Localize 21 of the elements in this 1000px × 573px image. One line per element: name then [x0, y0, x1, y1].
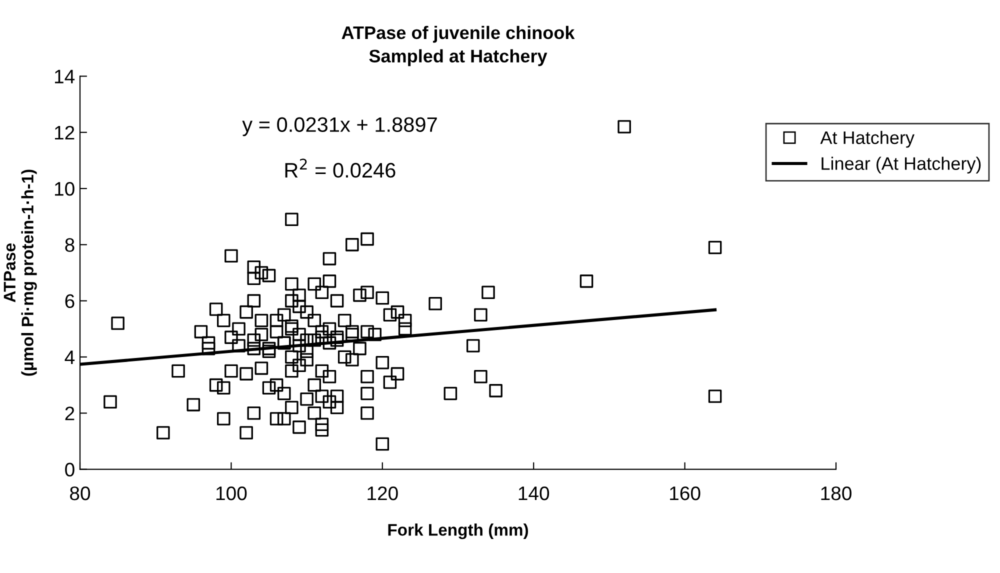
legend-label: At Hatchery: [820, 130, 914, 148]
chart-title: ATPase of juvenile chinook Sampled at Hatchery: [342, 26, 575, 66]
y-tick-label: 6: [65, 294, 74, 308]
y-tick-label: 10: [54, 182, 74, 196]
y-tick-label: 12: [54, 126, 74, 140]
y-tick-label: 4: [64, 350, 75, 364]
y-tick-label: 2: [65, 406, 74, 420]
x-axis-title: Fork Length (mm): [388, 524, 528, 540]
x-tick-label: 120: [368, 486, 398, 500]
x-tick-label: 80: [70, 486, 90, 500]
x-tick-label: 160: [670, 486, 700, 500]
y-tick-label: 14: [54, 70, 75, 84]
legend-label: Linear (At Hatchery): [822, 156, 981, 174]
y-tick-label: 0: [65, 462, 74, 477]
x-tick-label: 180: [821, 486, 852, 500]
x-tick-label: 100: [216, 486, 247, 500]
y-tick-label: 8: [65, 238, 74, 252]
y-axis-title: ATPase (µmol Pi·mg protein-1·h-1): [4, 170, 37, 376]
x-tick-label: 140: [518, 486, 550, 500]
annotation: y = 0.0231x + 1.8897: [242, 117, 437, 136]
annotation: R$^{2}$ = 0.0246: [285, 158, 396, 178]
